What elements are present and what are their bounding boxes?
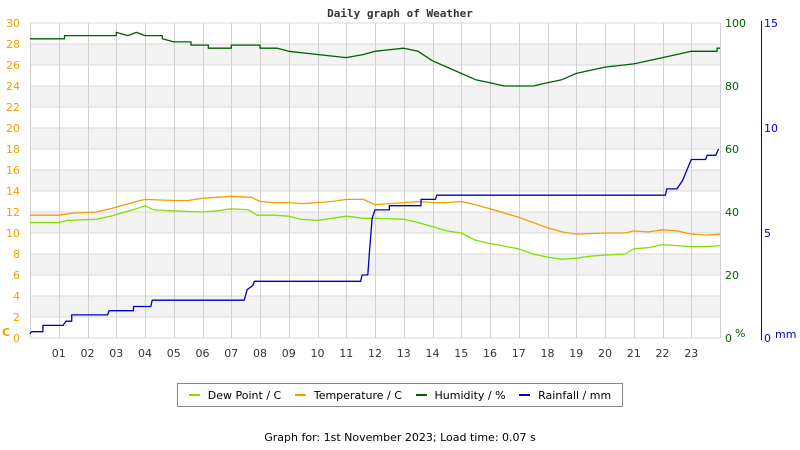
x-tick-label: 23 [684,347,698,360]
temperature-swatch-icon [294,394,306,396]
x-tick-label: 13 [397,347,411,360]
rainfall-unit-label: mm [775,328,796,341]
x-tick-label: 15 [454,347,468,360]
legend-item-humidity: Humidity / % [415,388,506,402]
y-tick-label: 30 [6,17,20,30]
x-tick-label: 16 [483,347,497,360]
chart-title: Daily graph of Weather [327,7,473,20]
legend-label: Humidity / % [434,388,506,402]
rainfall-tick-label: 5 [764,227,771,240]
y-tick-label: 4 [13,290,20,303]
x-tick-label: 08 [253,347,267,360]
legend-item-temperature: Temperature / C [294,388,402,402]
humidity-tick-label: 100 [725,17,746,30]
rainfall-tick-label: 10 [764,122,778,135]
y-tick-label: 18 [6,143,20,156]
y-tick-label: 20 [6,122,20,135]
x-tick-label: 07 [224,347,238,360]
x-tick-label: 21 [627,347,641,360]
x-tick-label: 14 [426,347,440,360]
y-tick-label: 12 [6,206,20,219]
x-tick-label: 17 [512,347,526,360]
rainfall-line [29,148,720,335]
x-tick-label: 22 [656,347,670,360]
legend-item-dew-point: Dew Point / C [188,388,282,402]
humidity-tick-label: 60 [725,143,739,156]
x-tick-label: 12 [368,347,382,360]
humidity-swatch-icon [415,394,427,396]
data-series [29,31,721,335]
rainfall-tick-label: 0 [764,332,771,345]
rainfall-axis: 0 5 10 15 mm [761,17,796,345]
x-tick-label: 18 [541,347,555,360]
y-tick-label: 16 [6,164,20,177]
gridlines [30,22,721,339]
x-tick-label: 06 [196,347,210,360]
humidity-tick-label: 0 [725,332,732,345]
humidity-tick-label: 40 [725,206,739,219]
y-tick-label: 22 [6,101,20,114]
x-tick-label: 05 [167,347,181,360]
humidity-tick-label: 20 [725,269,739,282]
graph-footer: Graph for: 1st November 2023; Load time:… [264,431,536,444]
y-tick-label: 28 [6,38,20,51]
hour-axis: 01 02 03 04 05 06 07 08 09 10 11 12 13 14 15 16 17 18 19 20… [52,347,699,360]
x-tick-label: 01 [52,347,66,360]
legend-label: Dew Point / C [207,388,282,402]
x-tick-label: 02 [81,347,95,360]
dew-point-line [30,205,721,260]
y-tick-label: 26 [6,59,20,72]
dew-point-swatch-icon [188,394,200,396]
humidity-axis: 0 20 40 60 80 100% [725,17,746,345]
y-tick-label: 0 [13,332,20,345]
y-tick-label: 14 [6,185,20,198]
temperature-line [30,195,721,236]
legend-label: Rainfall / mm [538,388,612,402]
legend-label: Temperature / C [313,388,402,402]
x-tick-label: 11 [339,347,353,360]
humidity-tick-label: 80 [725,80,739,93]
humidity-line [30,31,720,87]
x-tick-label: 19 [569,347,583,360]
x-tick-label: 20 [598,347,612,360]
y-tick-label: 8 [13,248,20,261]
rainfall-swatch-icon [519,394,531,396]
legend-item-rainfall: Rainfall / mm [519,389,611,402]
humidity-unit-label: % [735,327,745,340]
x-tick-label: 03 [109,347,123,360]
chart-legend: Dew Point / C Temperature / C Humidity /… [177,383,623,407]
weather-chart: Daily graph of Weather 02468101214161820… [2,7,796,360]
x-tick-label: 09 [282,347,296,360]
temperature-unit-label: C [2,326,10,339]
rainfall-tick-label: 15 [764,17,778,30]
x-tick-label: 04 [138,347,152,360]
y-tick-label: 24 [6,80,20,93]
x-tick-label: 10 [311,347,325,360]
y-tick-label: 6 [13,269,20,282]
y-tick-label: 10 [6,227,20,240]
y-tick-label: 2 [13,311,20,324]
